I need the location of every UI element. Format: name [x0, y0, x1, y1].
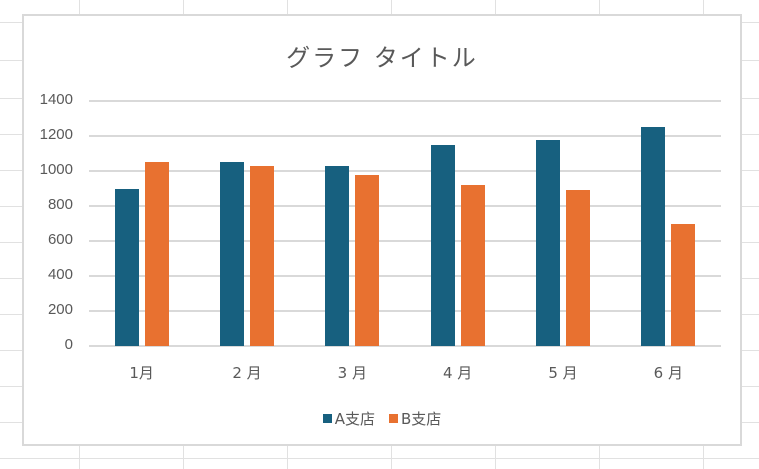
bar-b[interactable] [566, 190, 590, 346]
bar-b[interactable] [355, 174, 380, 346]
legend-item-a[interactable]: A支店 [322, 408, 375, 429]
gridline [89, 310, 721, 312]
gridline [89, 275, 721, 277]
legend-swatch-a-icon [322, 414, 332, 423]
bar-b[interactable] [144, 162, 169, 346]
gridline [89, 100, 721, 102]
x-axis-tick-label: 6 月 [653, 364, 683, 382]
y-axis-tick-label: 1400 [39, 91, 73, 108]
legend-label-a: A支店 [334, 410, 375, 428]
y-axis-tick-label: 1000 [39, 161, 73, 178]
bar-b[interactable] [671, 223, 696, 346]
legend[interactable]: A支店 B支店 [24, 408, 740, 429]
bar-a[interactable] [641, 127, 666, 346]
y-axis-tick-label: 800 [47, 196, 73, 213]
y-axis-tick-label: 600 [47, 231, 73, 248]
sheet-row-line [0, 458, 759, 459]
y-axis-tick-label: 1200 [39, 126, 73, 143]
y-axis-tick-label: 400 [47, 266, 73, 283]
bar-b[interactable] [460, 185, 485, 346]
legend-swatch-b-icon [388, 414, 398, 423]
bar-a[interactable] [536, 139, 560, 346]
x-axis-tick-label: 2 月 [232, 364, 262, 382]
x-axis-tick-label: 3 月 [337, 364, 367, 382]
plot-area[interactable]: 0 200 400 600 800 1000 1200 1400 1月 2 月 3 月 4 月 5 月 6… [24, 16, 740, 444]
gridline [89, 345, 721, 347]
bar-b[interactable] [250, 165, 274, 346]
legend-label-b: B支店 [400, 410, 442, 428]
x-axis-tick-label: 5 月 [548, 364, 578, 382]
chart-title[interactable]: グラフ タイトル [286, 44, 478, 72]
chart-area[interactable]: グラフ タイトル 0 200 400 600 800 1000 1200 1400 1月 2 月 3… [22, 14, 742, 446]
bar-a[interactable] [325, 165, 350, 346]
gridline [89, 240, 721, 242]
gridline [89, 170, 721, 172]
bar-a[interactable] [430, 144, 455, 346]
x-axis-tick-label: 4 月 [443, 364, 473, 382]
legend-item-b[interactable]: B支店 [388, 408, 442, 429]
gridline [89, 205, 721, 207]
bar-a[interactable] [114, 188, 139, 346]
x-axis-tick-label: 1月 [129, 364, 154, 382]
gridline [89, 135, 721, 137]
y-axis-tick-label: 200 [47, 301, 73, 318]
bar-a[interactable] [220, 162, 244, 346]
y-axis-tick-label: 0 [64, 336, 73, 353]
